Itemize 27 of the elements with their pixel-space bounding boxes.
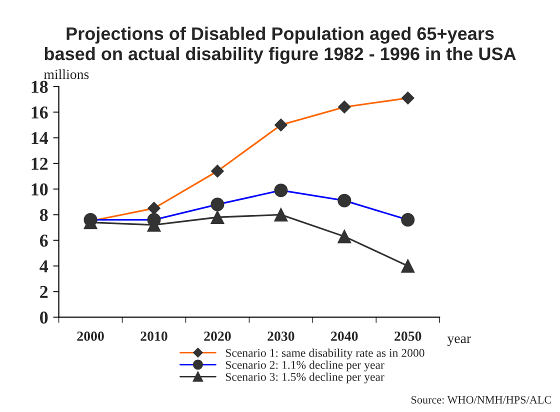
legend-label: Scenario 2: 1.1% decline per year bbox=[226, 360, 384, 372]
x-tick-label: 2050 bbox=[394, 332, 422, 341]
x-tick-label: 2040 bbox=[331, 332, 358, 341]
x-tick-label: 2010 bbox=[140, 332, 168, 341]
y-tick-label: 4 bbox=[40, 260, 48, 272]
y-tick-label: 2 bbox=[40, 286, 48, 298]
y-tick-label: 12 bbox=[32, 158, 48, 170]
y-axis-title: millions bbox=[44, 69, 89, 80]
x-tick-label: 2030 bbox=[268, 332, 294, 341]
y-tick-label: 16 bbox=[32, 106, 48, 119]
legend-label: Scenario 1: same disability rate as in 2000 bbox=[226, 348, 424, 360]
x-tick-label: 2000 bbox=[77, 332, 104, 341]
legend-label: Scenario 3: 1.5% decline per year bbox=[226, 372, 384, 384]
y-tick-label: 6 bbox=[40, 234, 48, 247]
chart-title: Projections of Disabled Population aged 65+years based on actual disability figure 1982 - 1996 in the USA bbox=[44, 26, 516, 64]
point bbox=[401, 259, 415, 273]
point bbox=[338, 230, 352, 244]
x-tick-label: 2020 bbox=[204, 332, 231, 341]
point bbox=[274, 208, 288, 222]
x-axis-title: year bbox=[447, 336, 471, 346]
y-tick-label: 0 bbox=[40, 311, 48, 324]
y-tick-label: 18 bbox=[32, 80, 48, 93]
point bbox=[210, 210, 224, 224]
y-tick-label: 10 bbox=[32, 183, 48, 196]
y-tick-label: 14 bbox=[32, 132, 48, 144]
source-note: Source: WHO/NMH/HPS/ALC bbox=[411, 396, 551, 404]
y-tick-label: 8 bbox=[40, 208, 48, 222]
